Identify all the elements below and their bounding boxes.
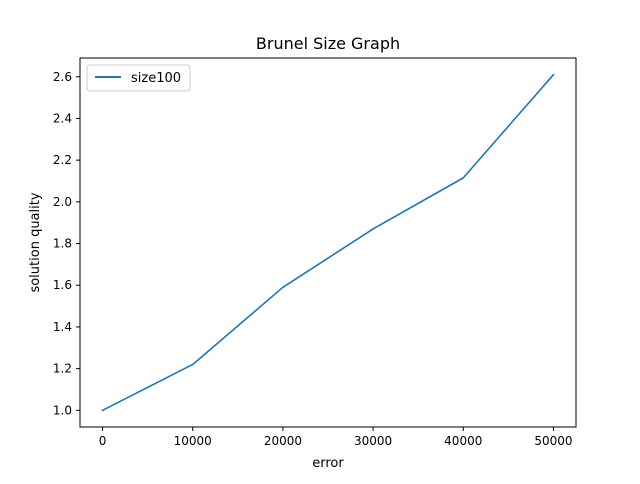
y-axis-ticks: 1.0 1.2 1.4 1.6 1.8 2.0 2.2 2.4 2.6 (53, 70, 80, 417)
data-point (372, 228, 374, 230)
data-point (282, 286, 284, 289)
y-tick-label: 1.0 (53, 403, 72, 417)
y-tick-label: 2.4 (53, 111, 72, 125)
data-point (552, 73, 555, 76)
data-point (462, 177, 465, 179)
y-tick-label: 1.2 (53, 362, 72, 376)
legend-box (86, 64, 191, 92)
y-tick-label: 1.6 (53, 278, 72, 292)
series-layer (101, 73, 555, 412)
x-tick-label: 50000 (534, 434, 572, 448)
y-tick-label: 1.4 (53, 320, 72, 334)
x-tick-label: 10000 (174, 434, 212, 448)
plot-frame (79, 57, 577, 428)
y-tick-label: 2.0 (53, 195, 72, 209)
data-point (101, 409, 104, 412)
x-tick-label: 30000 (354, 434, 392, 448)
y-tick-label: 1.8 (53, 237, 72, 251)
y-tick-label: 2.6 (53, 70, 72, 84)
x-tick-label: 0 (99, 434, 107, 448)
legend: size100 (86, 64, 191, 92)
legend-label: size100 (131, 71, 181, 86)
x-axis-label: error (312, 456, 344, 471)
x-tick-label: 40000 (444, 434, 482, 448)
data-point (191, 363, 194, 366)
x-axis-ticks: 0 10000 20000 30000 40000 50000 (99, 427, 573, 448)
y-axis-label: solution quality (28, 192, 43, 292)
y-tick-label: 2.2 (53, 153, 72, 167)
series-line-size100 (101, 73, 555, 412)
x-tick-label: 20000 (264, 434, 302, 448)
chart-title: Brunel Size Graph (256, 34, 400, 53)
